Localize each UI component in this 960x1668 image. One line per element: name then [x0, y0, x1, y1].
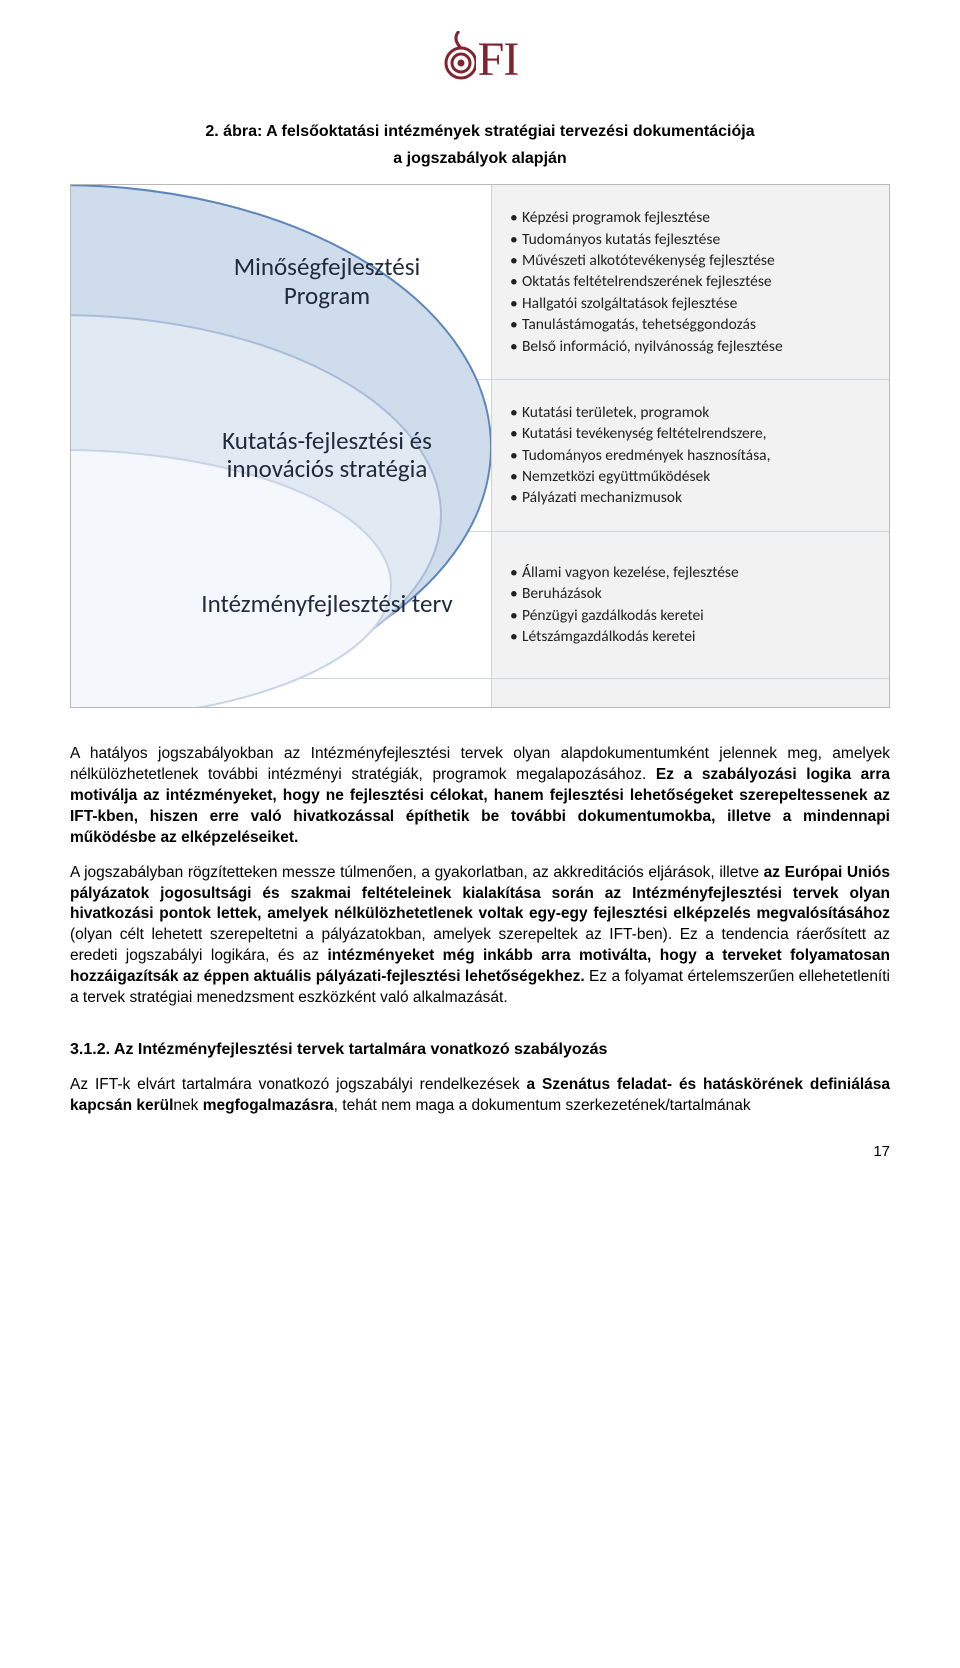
body-paragraph-2: A jogszabályban rögzítetteken messze túl… [70, 863, 890, 1009]
section-paragraph: Az IFT-k elvárt tartalmára vonatkozó jog… [70, 1075, 890, 1117]
bullet-item: Oktatás feltételrendszerének fejlesztése [510, 271, 875, 292]
figure-caption-line1: 2. ábra: A felsőoktatási intézmények str… [70, 121, 890, 143]
sp-a: Az IFT-k elvárt tartalmára vonatkozó jog… [70, 1076, 527, 1093]
bullet-item: Művészeti alkotótevékenység fejlesztése [510, 250, 875, 271]
layer-bullets: Kutatási területek, programok Kutatási t… [510, 402, 875, 509]
bullet-item: Nemzetközi együttműködések [510, 466, 875, 487]
bullet-item: Tanulástámogatás, tehetséggondozás [510, 314, 875, 335]
bullet-item: Tudományos kutatás fejlesztése [510, 229, 875, 250]
logo: FI [70, 28, 890, 93]
figure-caption-line2: a jogszabályok alapján [70, 148, 890, 170]
p2-a: A jogszabályban rögzítetteken messze túl… [70, 864, 764, 881]
layer-bullets: Képzési programok fejlesztése Tudományos… [510, 207, 875, 357]
diagram-spacer [71, 679, 889, 707]
bullet-item: Létszámgazdálkodás keretei [510, 626, 875, 647]
layer-title: Intézményfejlesztési terv [201, 590, 452, 619]
bullet-item: Belső információ, nyilvánosság fejleszté… [510, 336, 875, 357]
strategy-diagram: Minőségfejlesztési Program Képzési progr… [70, 184, 890, 708]
sp-c: nek [173, 1097, 202, 1114]
bullet-item: Állami vagyon kezelése, fejlesztése [510, 562, 875, 583]
diagram-row: Intézményfejlesztési terv Állami vagyon … [71, 532, 889, 679]
body-paragraph-1: A hatályos jogszabályokban az Intézményf… [70, 744, 890, 849]
swirl-icon [442, 31, 476, 75]
bullet-item: Hallgatói szolgáltatások fejlesztése [510, 293, 875, 314]
logo-text: FI [478, 28, 519, 93]
bullet-item: Pénzügyi gazdálkodás keretei [510, 605, 875, 626]
sp-e: , tehát nem maga a dokumentum szerkezeté… [334, 1097, 751, 1114]
sp-d: megfogalmazásra [203, 1097, 334, 1114]
bullet-item: Képzési programok fejlesztése [510, 207, 875, 228]
bullet-item: Tudományos eredmények hasznosítása, [510, 445, 875, 466]
diagram-row: Minőségfejlesztési Program Képzési progr… [71, 185, 889, 380]
bullet-item: Pályázati mechanizmusok [510, 487, 875, 508]
layer-title: Kutatás-fejlesztési és innovációs straté… [191, 427, 463, 485]
bullet-item: Beruházások [510, 583, 875, 604]
bullet-item: Kutatási tevékenység feltételrendszere, [510, 423, 875, 444]
bullet-item: Kutatási területek, programok [510, 402, 875, 423]
layer-bullets: Állami vagyon kezelése, fejlesztése Beru… [510, 562, 875, 648]
section-heading: 3.1.2. Az Intézményfejlesztési tervek ta… [70, 1039, 890, 1061]
page-number: 17 [70, 1142, 890, 1162]
layer-title: Minőségfejlesztési Program [191, 253, 463, 311]
diagram-row: Kutatás-fejlesztési és innovációs straté… [71, 380, 889, 531]
